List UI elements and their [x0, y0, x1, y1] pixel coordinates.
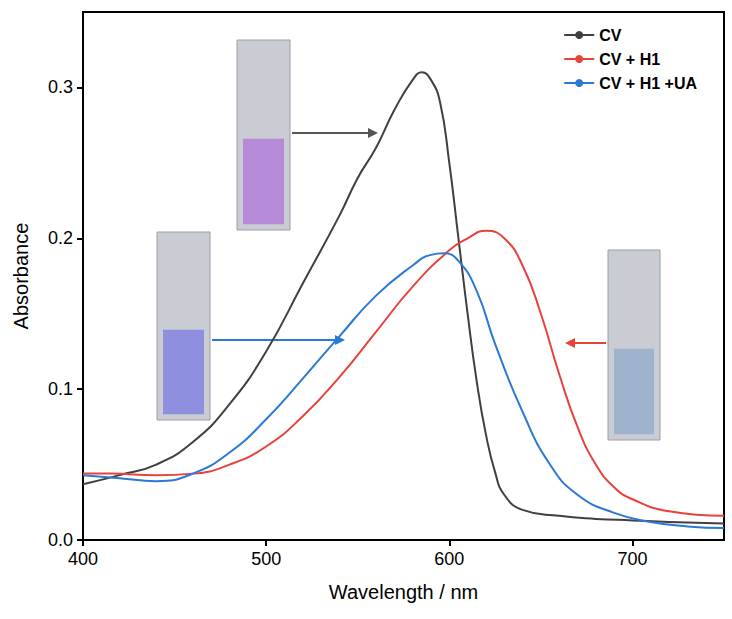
svg-text:0.0: 0.0 — [48, 530, 73, 550]
svg-text:0.1: 0.1 — [48, 379, 73, 399]
svg-text:CV: CV — [599, 27, 622, 44]
svg-text:700: 700 — [617, 549, 647, 569]
svg-text:CV + H1 +UA: CV + H1 +UA — [599, 75, 697, 92]
svg-text:Wavelength / nm: Wavelength / nm — [329, 581, 478, 603]
svg-text:0.2: 0.2 — [48, 228, 73, 248]
svg-text:0.3: 0.3 — [48, 77, 73, 97]
svg-text:Absorbance: Absorbance — [10, 223, 32, 330]
svg-text:500: 500 — [251, 549, 281, 569]
svg-text:400: 400 — [68, 549, 98, 569]
svg-text:CV + H1: CV + H1 — [599, 51, 660, 68]
svg-text:600: 600 — [434, 549, 464, 569]
